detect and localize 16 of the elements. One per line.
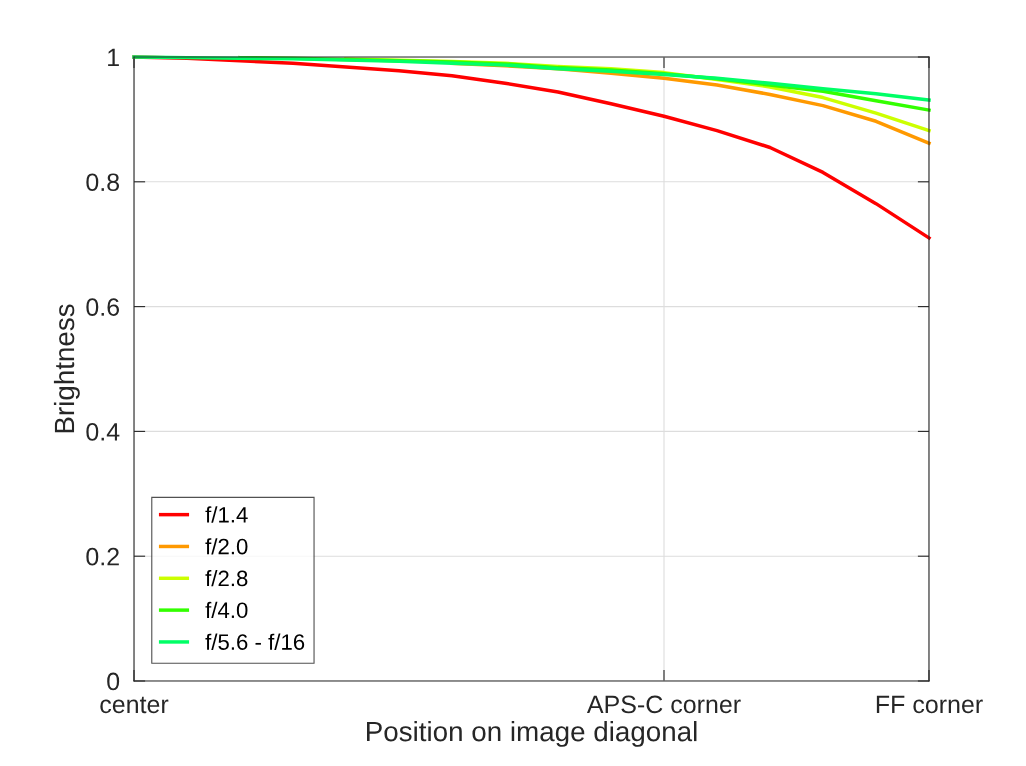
y-axis-title: Brightness [53,304,80,433]
x-axis-title: Position on image diagonal [367,720,697,747]
y-tick-label: 0.8 [86,173,120,192]
x-tick-label: FF corner [876,695,983,714]
legend-label: f/1.4 [205,506,248,523]
legend-label: f/2.8 [205,569,248,587]
x-tick-label: center [100,696,169,714]
y-tick-label: 0.6 [86,298,120,316]
y-tick-label: 1 [108,48,119,67]
x-tick-label: APS-C corner [586,695,741,714]
legend-label: f/2.0 [205,538,248,555]
legend-label: f/5.6 - f/16 [205,633,305,650]
y-tick-label: 0.2 [86,547,119,566]
y-tick-label: 0.4 [86,423,120,441]
y-tick-label: 0 [107,672,120,691]
legend-label: f/4.0 [205,601,248,619]
